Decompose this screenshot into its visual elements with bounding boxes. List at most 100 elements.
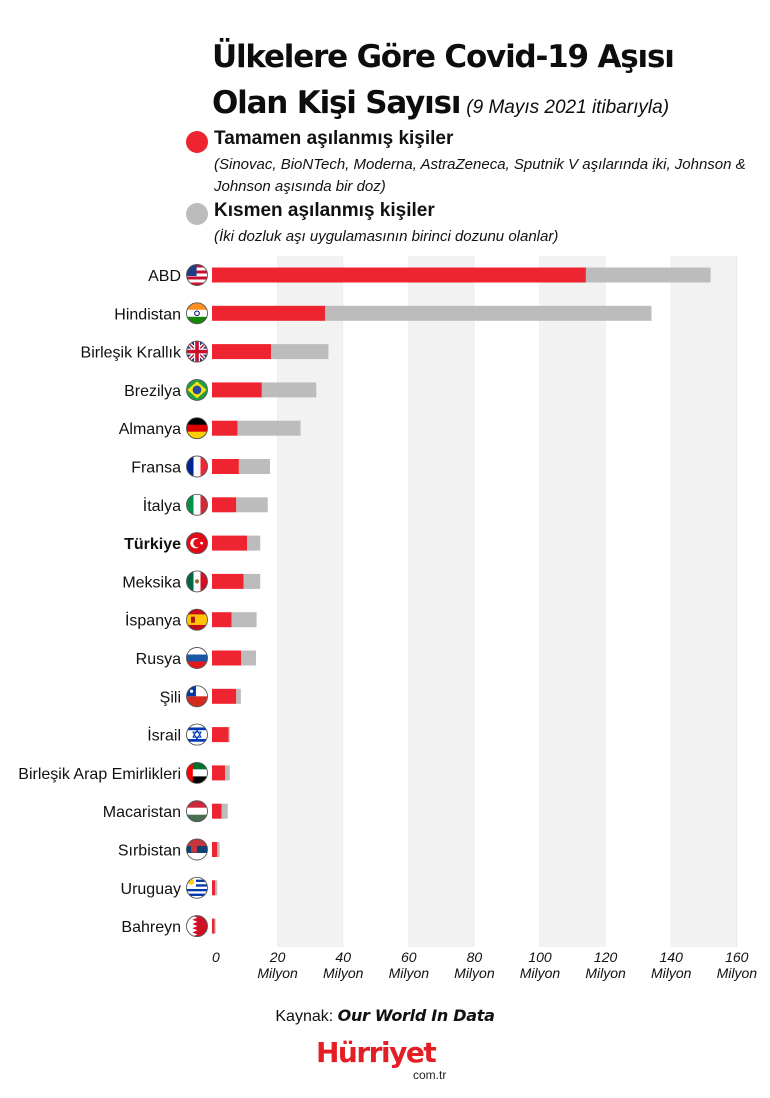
bar-full xyxy=(212,305,326,321)
bar-partial xyxy=(241,650,256,666)
bar-full xyxy=(212,267,586,283)
bar-full xyxy=(212,382,262,398)
legend-label-partial: Kısmen aşılanmış kişiler xyxy=(214,200,435,221)
x-tick-label: 100 xyxy=(528,949,552,965)
category-label: Rusya xyxy=(136,651,181,668)
source-line: Kaynak: Our World In Data xyxy=(0,1006,770,1026)
x-tick-unit: Milyon xyxy=(585,965,626,981)
category-label: Fransa xyxy=(131,460,181,477)
x-tick-unit: Milyon xyxy=(454,965,495,981)
bar-row: Rusya xyxy=(136,647,256,669)
bar-full xyxy=(212,650,242,666)
x-tick-unit: Milyon xyxy=(651,965,692,981)
flag-icon xyxy=(186,417,208,440)
flag-icon xyxy=(186,302,208,325)
bar-partial xyxy=(225,765,230,781)
bar-row: Birleşik Krallık xyxy=(81,340,329,363)
grid-band xyxy=(408,256,475,947)
bar-full xyxy=(212,420,238,436)
bar-row: Fransa xyxy=(131,455,271,478)
flag-icon xyxy=(186,685,208,708)
bar-partial xyxy=(228,727,230,743)
flag-icon xyxy=(186,378,208,401)
bar-full xyxy=(212,573,244,589)
bar-partial xyxy=(217,842,220,857)
bar-partial xyxy=(247,535,261,551)
bar-full xyxy=(212,344,272,360)
bar-row: İtalya xyxy=(143,493,268,516)
x-tick-unit: Milyon xyxy=(257,965,298,981)
bar-partial xyxy=(237,420,301,436)
flag-icon xyxy=(186,608,208,631)
category-label: Türkiye xyxy=(124,536,181,553)
bar-full xyxy=(212,880,216,896)
bar-full xyxy=(212,535,248,551)
bar-partial xyxy=(214,918,216,934)
bar-row: Şili xyxy=(160,685,241,708)
grid-band xyxy=(605,256,672,947)
x-tick-label: 60 xyxy=(401,949,417,965)
category-label: Sırbistan xyxy=(118,843,181,860)
bar-row: Hindistan xyxy=(114,302,652,325)
flag-icon xyxy=(186,570,208,593)
grid-band xyxy=(474,256,540,947)
category-label: Şili xyxy=(160,689,181,706)
bar-partial xyxy=(261,382,317,398)
bar-full xyxy=(212,727,229,743)
bar-full xyxy=(212,803,222,819)
bar-partial xyxy=(221,803,228,819)
x-tick-label: 40 xyxy=(335,949,351,965)
bar-full xyxy=(212,765,226,781)
grid-band xyxy=(212,256,278,947)
grid-band xyxy=(671,256,737,947)
bar-row: İsrail xyxy=(147,723,230,746)
x-tick-label: 160 xyxy=(725,949,749,965)
flag-icon xyxy=(186,340,208,363)
chart-subtitle: (9 Mayıs 2021 itibarıyla) xyxy=(466,97,670,118)
legend-swatch-red xyxy=(186,131,208,153)
bar-chart: ABD Hindistan Birleşik Krallık Brezilya Alma… xyxy=(18,256,758,981)
x-tick-label: 120 xyxy=(594,949,618,965)
bar-row: Uruguay xyxy=(121,876,218,899)
legend-note-partial: (İki dozluk aşı uygulamasının birinci do… xyxy=(214,228,559,245)
bar-row: Brezilya xyxy=(124,378,317,401)
bar-partial xyxy=(215,880,218,896)
category-label: Birleşik Krallık xyxy=(81,345,182,362)
bar-row: Macaristan xyxy=(103,800,228,823)
category-label: İspanya xyxy=(125,611,181,630)
source-name: Our World In Data xyxy=(337,1006,495,1025)
chart-title: Ülkelere Göre Covid-19 Aşısı Olan Kişi Sa… xyxy=(212,34,752,131)
brand-domain: com.tr xyxy=(413,1068,447,1082)
x-tick-unit: Milyon xyxy=(717,965,758,981)
x-tick-label: 140 xyxy=(660,949,684,965)
x-tick-label: 20 xyxy=(269,949,286,965)
bar-partial xyxy=(243,573,261,589)
bar-partial xyxy=(231,612,257,628)
grid-band xyxy=(277,256,344,947)
title-line-2: Olan Kişi Sayısı xyxy=(212,85,461,121)
bar-full xyxy=(212,497,237,513)
bar-partial xyxy=(585,267,711,283)
category-label: ABD xyxy=(148,268,181,285)
category-label: İtalya xyxy=(143,496,181,515)
bar-partial xyxy=(236,688,241,704)
bar-row: ABD xyxy=(148,264,711,286)
bar-partial xyxy=(236,497,268,513)
category-label: İsrail xyxy=(147,726,181,745)
bar-row: Bahreyn xyxy=(121,915,216,938)
bar-row: Almanya xyxy=(119,417,301,440)
category-label: Meksika xyxy=(122,574,181,591)
flag-icon xyxy=(186,800,208,823)
flag-icon xyxy=(186,493,208,516)
category-label: Birleşik Arap Emirlikleri xyxy=(18,766,181,783)
bar-full xyxy=(212,688,237,704)
bar-row: Türkiye xyxy=(124,532,261,555)
x-tick-unit: Milyon xyxy=(323,965,364,981)
